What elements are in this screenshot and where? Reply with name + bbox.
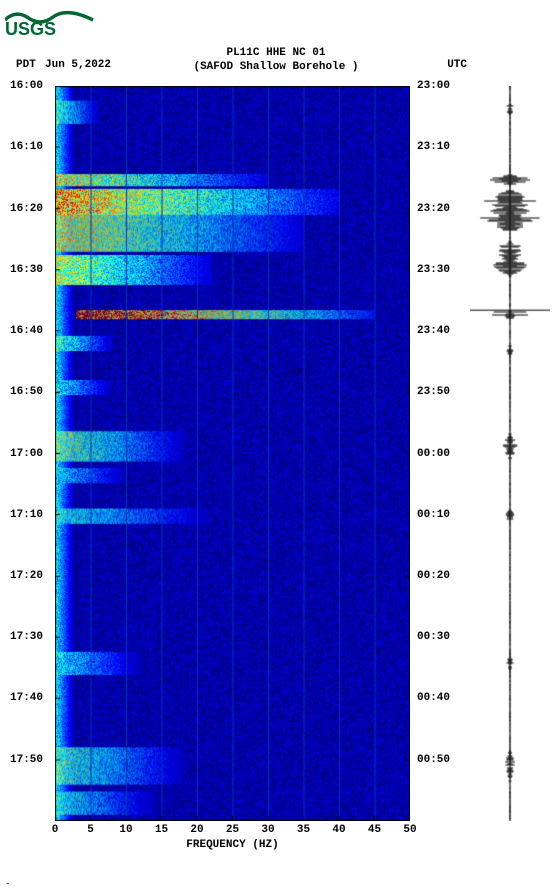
- y-tick-left: 16:50: [10, 386, 43, 398]
- y-tick-left: 17:30: [10, 631, 43, 643]
- y-tick-right: 23:00: [417, 80, 450, 92]
- x-tick: 30: [261, 824, 274, 836]
- y-tick-right: 23:40: [417, 325, 450, 337]
- y-tick-left: 17:10: [10, 509, 43, 521]
- y-tick-right: 23:50: [417, 386, 450, 398]
- usgs-logo-text: USGS: [5, 19, 56, 37]
- x-tick: 20: [190, 824, 203, 836]
- y-tick-right: 00:40: [417, 692, 450, 704]
- y-tick-right: 23:30: [417, 264, 450, 276]
- y-tick-right: 23:20: [417, 203, 450, 215]
- x-tick: 5: [87, 824, 94, 836]
- spectrogram-plot: [55, 86, 410, 821]
- x-tick: 10: [119, 824, 132, 836]
- x-tick: 25: [226, 824, 239, 836]
- y-tick-left: 16:30: [10, 264, 43, 276]
- x-tick: 15: [155, 824, 168, 836]
- x-axis-label: FREQUENCY (HZ): [55, 839, 410, 851]
- date-label: Jun 5,2022: [45, 59, 111, 71]
- seismogram-trace: [470, 86, 550, 821]
- y-tick-left: 16:10: [10, 141, 43, 153]
- left-tz-label: PDT: [16, 59, 36, 71]
- x-tick: 50: [403, 824, 416, 836]
- y-tick-left: 16:40: [10, 325, 43, 337]
- y-tick-left: 16:20: [10, 203, 43, 215]
- x-tick: 45: [368, 824, 381, 836]
- y-tick-right: 00:00: [417, 448, 450, 460]
- y-tick-left: 17:20: [10, 570, 43, 582]
- y-tick-right: 23:10: [417, 141, 450, 153]
- y-tick-right: 00:20: [417, 570, 450, 582]
- x-tick: 35: [297, 824, 310, 836]
- footer-mark: -: [5, 879, 10, 889]
- y-tick-left: 17:40: [10, 692, 43, 704]
- right-tz-label: UTC: [447, 59, 467, 71]
- y-tick-right: 00:50: [417, 754, 450, 766]
- y-tick-right: 00:30: [417, 631, 450, 643]
- y-tick-left: 16:00: [10, 80, 43, 92]
- y-tick-left: 17:50: [10, 754, 43, 766]
- x-tick: 0: [52, 824, 59, 836]
- usgs-logo: USGS: [5, 5, 95, 41]
- y-tick-right: 00:10: [417, 509, 450, 521]
- y-tick-left: 17:00: [10, 448, 43, 460]
- x-tick: 40: [332, 824, 345, 836]
